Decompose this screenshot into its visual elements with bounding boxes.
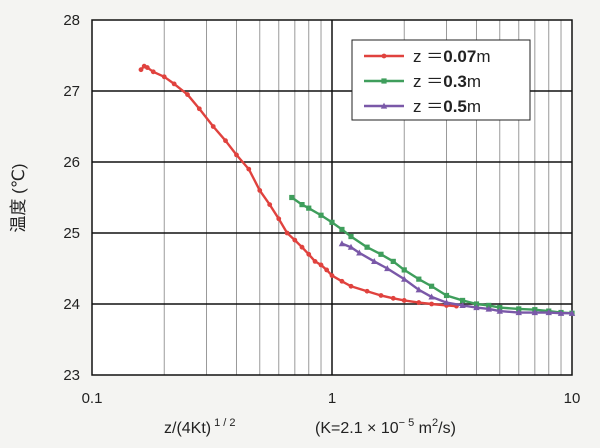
data-point: [210, 124, 216, 129]
series-3: [338, 240, 576, 316]
y-tick-label: 24: [63, 296, 80, 313]
data-point: [339, 278, 345, 284]
data-point: [390, 258, 396, 264]
data-point: [443, 299, 450, 306]
data-point: [485, 305, 492, 312]
data-point: [473, 301, 480, 307]
data-point: [144, 65, 150, 70]
data-point: [171, 81, 177, 87]
data-point: [515, 309, 522, 316]
legend-marker: [381, 53, 387, 59]
data-point: [384, 265, 391, 272]
data-point: [568, 309, 576, 316]
y-tick-label: 25: [63, 225, 80, 242]
tick-labels: 0.1 1 10 23 24 25 26 27 28: [63, 12, 580, 407]
legend: z ＝0.07m z ＝0.3m z ＝0.5m: [351, 39, 531, 121]
data-point: [416, 300, 422, 305]
data-point: [246, 166, 252, 172]
data-point: [292, 237, 298, 243]
y-tick-label: 23: [63, 367, 80, 384]
legend-label: z ＝0.3m: [413, 72, 481, 91]
legend-marker: [380, 102, 388, 109]
data-point: [284, 230, 290, 236]
data-point: [428, 293, 435, 300]
data-point: [497, 304, 503, 311]
data-point: [161, 74, 167, 80]
data-point: [364, 244, 370, 250]
data-point: [185, 92, 190, 97]
data-point: [486, 302, 492, 309]
data-point: [234, 152, 239, 158]
data-point: [138, 67, 144, 73]
data-point: [338, 240, 346, 247]
data-point: [347, 243, 355, 250]
data-point: [516, 306, 522, 312]
data-point: [348, 233, 354, 240]
legend-item-2: z ＝0.3m: [364, 72, 481, 91]
data-point: [329, 219, 335, 225]
data-point: [299, 202, 305, 208]
data-point: [545, 309, 552, 316]
data-point: [531, 309, 539, 316]
data-point: [299, 244, 305, 250]
x-tick-label: 0.1: [82, 390, 103, 407]
data-point: [415, 286, 423, 293]
series-1: [138, 63, 459, 309]
data-point: [318, 262, 324, 268]
data-point: [150, 69, 156, 75]
y-tick-label: 26: [63, 154, 80, 171]
plot-frame: [91, 19, 573, 376]
series-line: [341, 242, 572, 315]
data-point: [416, 276, 422, 282]
data-point: [223, 138, 228, 144]
data-point: [428, 283, 435, 289]
legend-label: z ＝0.5m: [413, 97, 481, 116]
data-point: [196, 106, 202, 112]
data-point: [257, 188, 263, 193]
legend-item-1: z ＝0.07m: [364, 47, 491, 66]
data-point: [378, 293, 384, 298]
data-point: [364, 288, 370, 294]
data-point: [306, 251, 312, 257]
data-point: [496, 307, 503, 314]
data-point: [276, 216, 282, 222]
data-point: [312, 259, 318, 264]
data-point: [557, 309, 565, 316]
data-point: [324, 267, 330, 273]
data-point: [378, 251, 384, 257]
y-tick-label: 27: [63, 83, 80, 100]
data-point: [459, 297, 466, 304]
data-point: [401, 275, 408, 282]
legend-label: z ＝0.07m: [413, 47, 491, 66]
data-point: [401, 267, 407, 273]
data-point: [339, 226, 345, 233]
data-point: [356, 249, 363, 256]
legend-marker: [381, 78, 387, 84]
data-point: [306, 205, 312, 211]
y-axis-label: 温度 (℃): [9, 163, 28, 232]
data-point: [318, 212, 324, 218]
data-point: [371, 258, 378, 264]
x-tick-label: 10: [564, 390, 581, 407]
data-point: [390, 295, 396, 301]
y-tick-label: 28: [63, 12, 80, 29]
data-point: [348, 283, 354, 289]
data-point: [459, 302, 466, 309]
x-axis-note: (K=2.1 × 10− 5 m2/s): [315, 417, 456, 437]
data-point: [443, 292, 450, 299]
data-point: [473, 304, 480, 311]
legend-item-3: z ＝0.5m: [364, 97, 481, 116]
data-point: [329, 273, 335, 278]
x-axis-label: z/(4Kt) 1 / 2: [164, 417, 236, 437]
series-layer: [138, 63, 576, 316]
data-point: [401, 298, 407, 303]
x-tick-label: 1: [328, 390, 336, 407]
data-point: [267, 202, 273, 208]
data-point: [289, 194, 295, 201]
grid: [92, 20, 572, 375]
data-point: [429, 301, 434, 307]
